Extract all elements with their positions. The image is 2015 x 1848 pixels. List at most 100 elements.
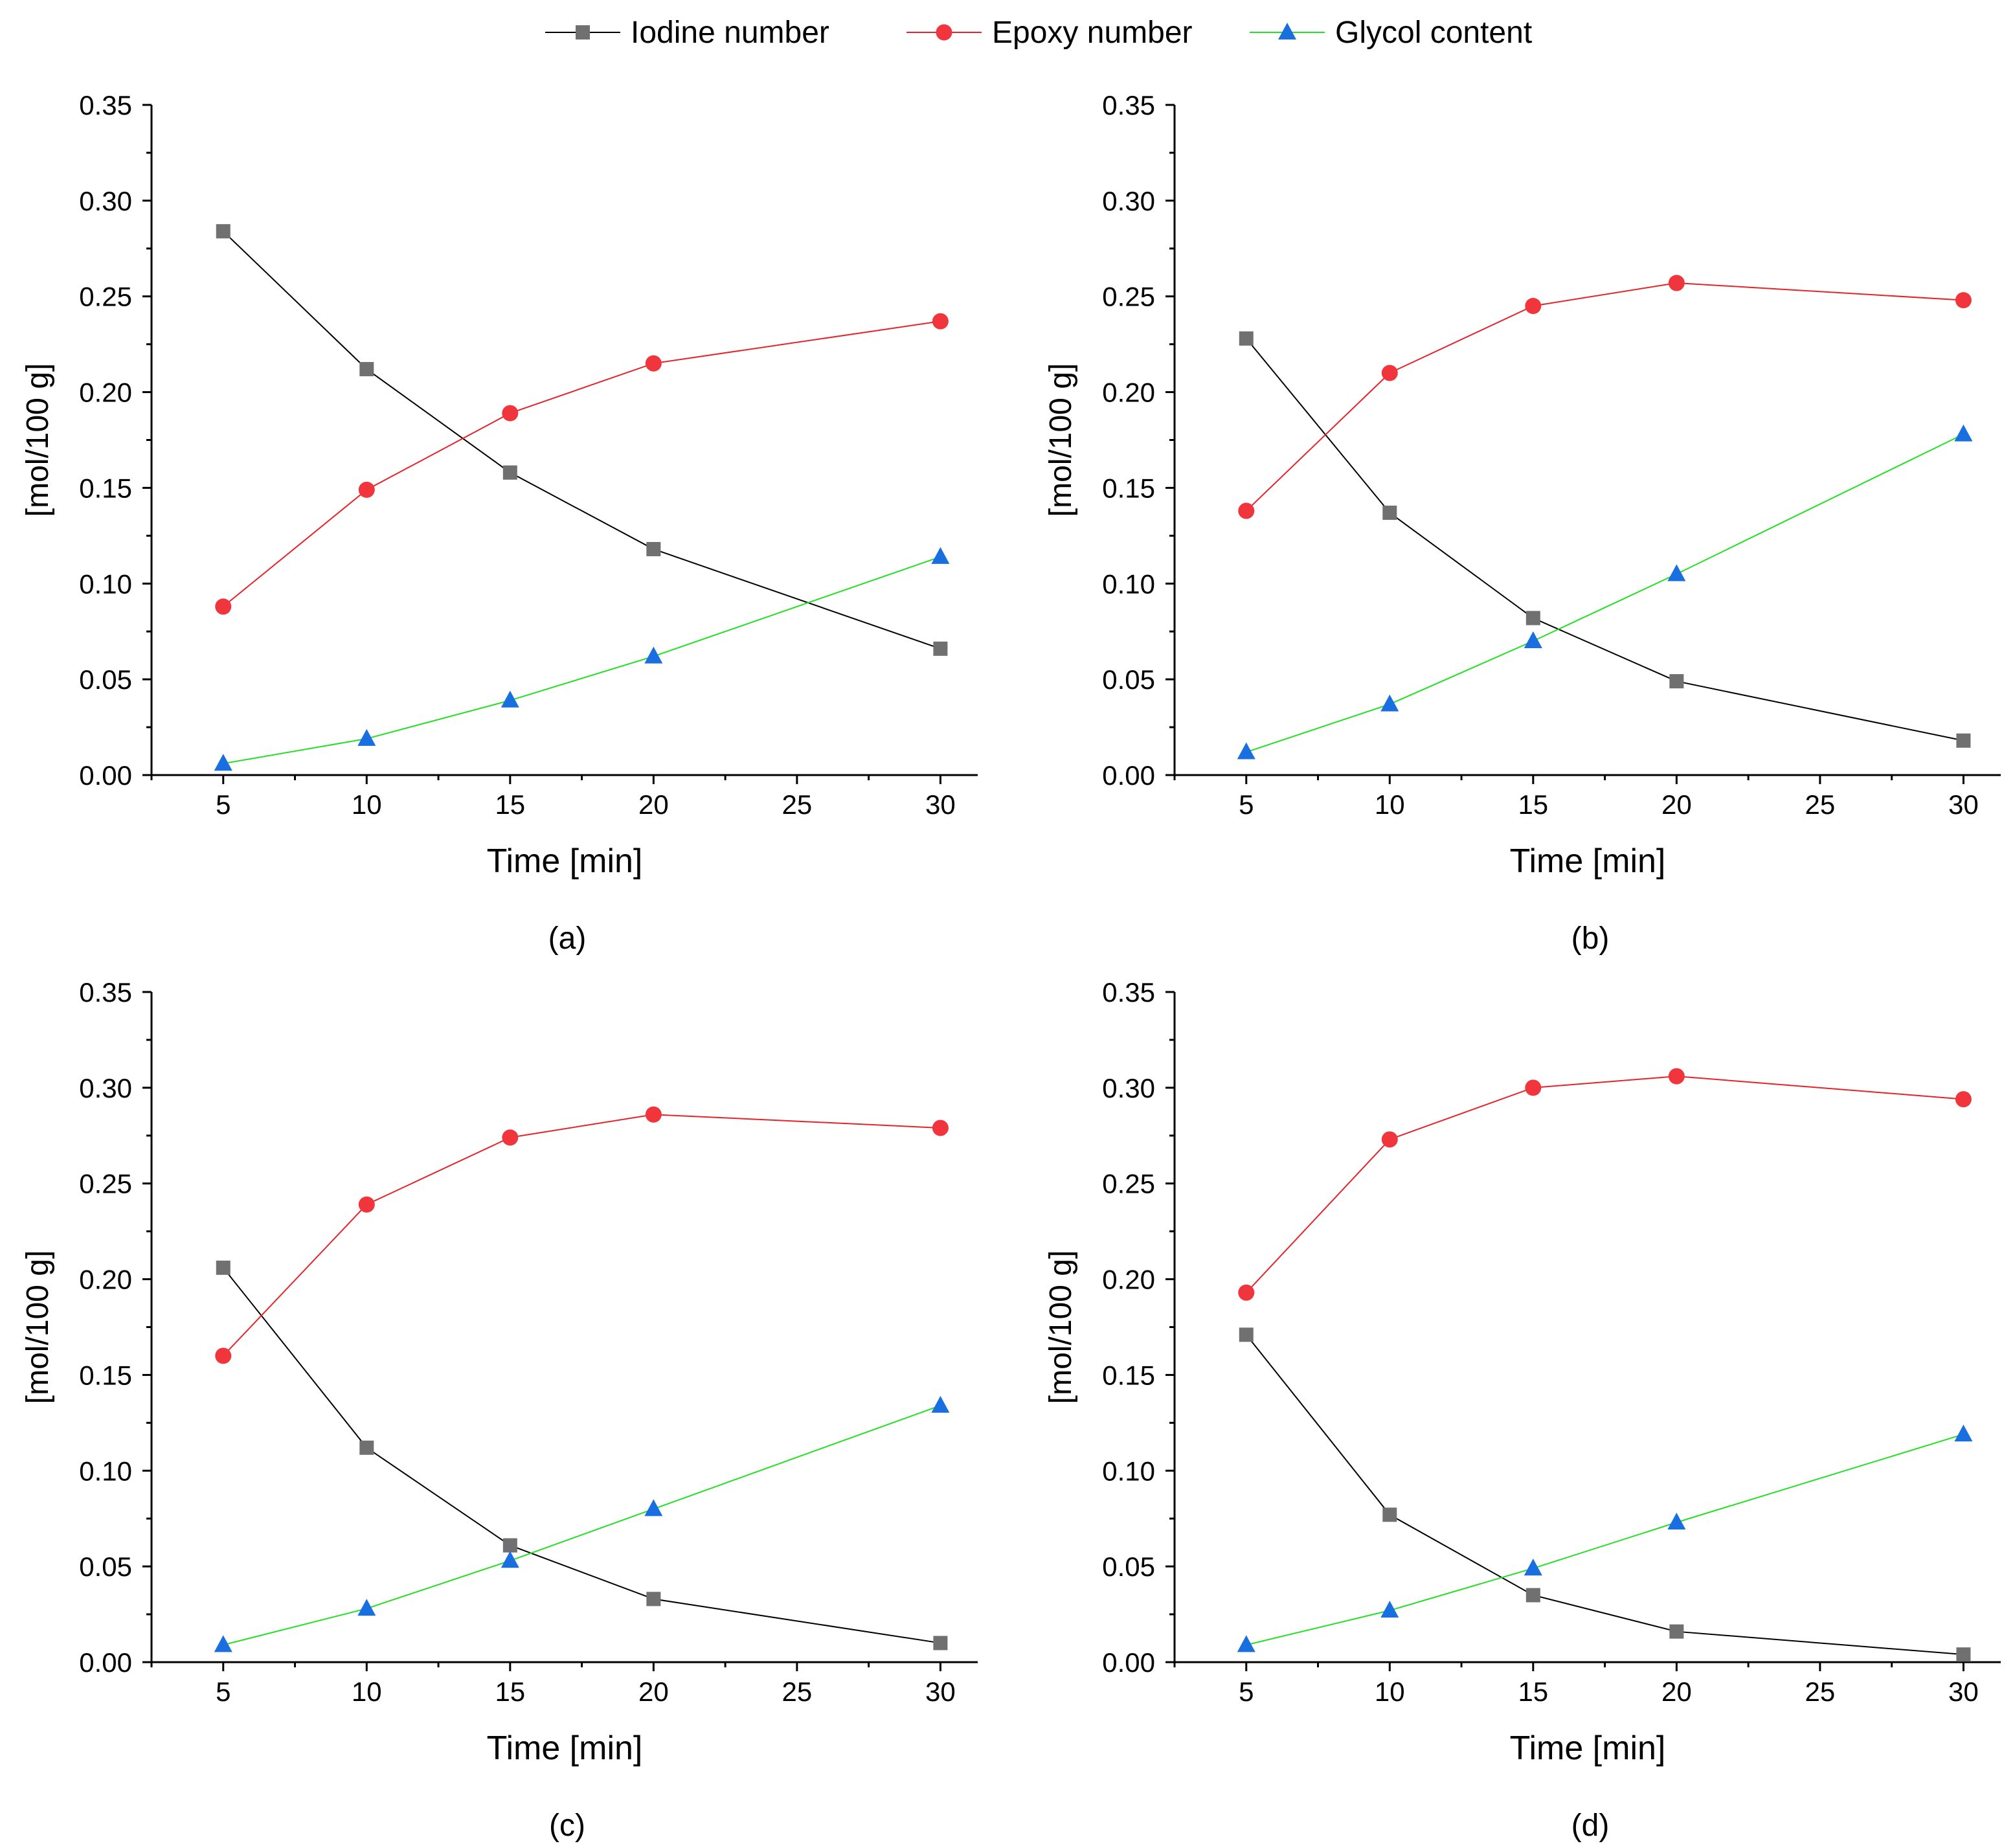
x-axis-label: Time [min] — [487, 842, 643, 880]
x-tick-label: 5 — [1239, 1676, 1254, 1707]
y-tick-label: 0.30 — [1102, 186, 1155, 216]
y-tick-label: 0.15 — [79, 1360, 132, 1390]
data-point — [1668, 275, 1685, 291]
data-point — [1525, 1588, 1540, 1603]
series-iodine-number — [216, 224, 948, 656]
data-point — [216, 224, 231, 239]
data-point — [215, 598, 232, 615]
x-tick-label: 20 — [638, 789, 669, 820]
y-tick-label: 0.35 — [79, 90, 132, 120]
data-point — [1956, 733, 1971, 748]
data-point — [358, 1196, 375, 1213]
series-line — [223, 556, 941, 765]
series-line — [223, 231, 941, 649]
y-tick-label: 0.35 — [1102, 977, 1155, 1008]
x-tick-label: 15 — [495, 1676, 525, 1707]
legend-item-glycol-content: Glycol content — [1250, 16, 1532, 50]
data-point — [645, 355, 662, 372]
y-tick-label: 0.00 — [1102, 1647, 1155, 1678]
y-tick-label: 0.20 — [1102, 377, 1155, 408]
legend-label: Glycol content — [1335, 16, 1532, 50]
data-point — [1955, 1091, 1972, 1108]
x-tick-label: 30 — [925, 1676, 956, 1707]
data-point — [502, 1129, 519, 1146]
y-tick-label: 0.05 — [79, 664, 132, 695]
y-tick-label: 0.00 — [1102, 760, 1155, 791]
x-tick-label: 25 — [1805, 789, 1836, 820]
chart-panel-b: 0.00 0.05 0.10 0.15 0.20 0.25 0.30 0.35 5 10 15 20 2… — [1044, 90, 2001, 956]
data-point — [931, 1395, 950, 1413]
y-tick-label: 0.30 — [79, 186, 132, 216]
data-point — [359, 1440, 374, 1455]
y-axis-label: [mol/100 g] — [21, 1250, 55, 1404]
data-point — [501, 690, 519, 708]
y-tick-label: 0.15 — [1102, 1360, 1155, 1390]
chart-panel-c: 0.00 0.05 0.10 0.15 0.20 0.25 0.30 0.35 5 10 15 20 2… — [21, 977, 978, 1843]
y-tick-label: 0.05 — [1102, 664, 1155, 695]
x-tick-label: 15 — [495, 789, 525, 820]
data-point — [1525, 298, 1542, 314]
data-point — [502, 465, 517, 480]
data-point — [214, 1635, 232, 1652]
series-epoxy-number — [215, 313, 949, 615]
legend-item-epoxy-number: Epoxy number — [906, 16, 1193, 50]
data-point — [1239, 1327, 1254, 1342]
x-tick-label: 5 — [216, 1676, 231, 1707]
y-tick-label: 0.05 — [1102, 1551, 1155, 1582]
data-point — [1380, 1601, 1399, 1618]
legend-label: Iodine number — [631, 16, 829, 50]
x-tick-label: 5 — [216, 789, 231, 820]
series-line — [1246, 282, 1964, 512]
y-tick-label: 0.20 — [79, 377, 132, 408]
data-point — [1239, 331, 1254, 346]
x-tick-label: 30 — [1948, 1676, 1979, 1707]
legend-marker-square — [576, 25, 590, 39]
data-point — [1238, 502, 1255, 519]
y-tick-label: 0.10 — [79, 1456, 132, 1486]
data-point — [646, 1592, 661, 1606]
data-point — [501, 1551, 519, 1568]
series-line — [1246, 433, 1964, 753]
data-point — [357, 1599, 376, 1616]
series-epoxy-number — [1238, 1068, 1972, 1301]
legend-label: Epoxy number — [992, 16, 1193, 50]
y-tick-label: 0.15 — [1102, 473, 1155, 503]
data-point — [216, 1260, 231, 1275]
y-tick-label: 0.10 — [1102, 1456, 1155, 1486]
y-axis-label: [mol/100 g] — [21, 363, 55, 517]
series-line — [223, 1404, 941, 1646]
data-point — [359, 362, 374, 377]
data-point — [358, 481, 375, 498]
y-tick-label: 0.25 — [79, 282, 132, 312]
data-point — [1669, 1624, 1684, 1639]
y-tick-label: 0.25 — [1102, 1169, 1155, 1199]
y-tick-label: 0.10 — [1102, 569, 1155, 599]
data-point — [502, 405, 519, 422]
panel-caption: (b) — [1571, 921, 1610, 956]
series-glycol-content — [214, 547, 950, 771]
y-tick-label: 0.35 — [1102, 90, 1155, 120]
series-line — [223, 1114, 941, 1357]
x-tick-label: 30 — [1948, 789, 1979, 820]
panel-caption: (a) — [548, 921, 587, 956]
series-line — [1245, 1334, 1964, 1656]
data-point — [1238, 1284, 1255, 1301]
data-point — [357, 728, 376, 746]
data-point — [1669, 674, 1684, 689]
data-point — [1955, 292, 1972, 309]
y-tick-label: 0.30 — [1102, 1073, 1155, 1103]
data-point — [215, 1347, 232, 1364]
data-point — [1380, 694, 1399, 712]
series-line — [222, 1267, 941, 1644]
data-point — [1667, 564, 1686, 581]
data-point — [931, 547, 950, 564]
x-axis-label: Time [min] — [487, 1730, 643, 1767]
data-point — [1525, 611, 1540, 625]
series-line — [1245, 338, 1964, 741]
y-axis-label: [mol/100 g] — [1044, 1250, 1078, 1404]
data-point — [1237, 1635, 1255, 1652]
data-point — [1524, 631, 1542, 648]
x-tick-label: 15 — [1518, 789, 1548, 820]
chart-panel-a: 0.00 0.05 0.10 0.15 0.20 0.25 0.30 0.35 5 10 15 20 2… — [21, 90, 978, 956]
series-iodine-number — [216, 1260, 948, 1651]
